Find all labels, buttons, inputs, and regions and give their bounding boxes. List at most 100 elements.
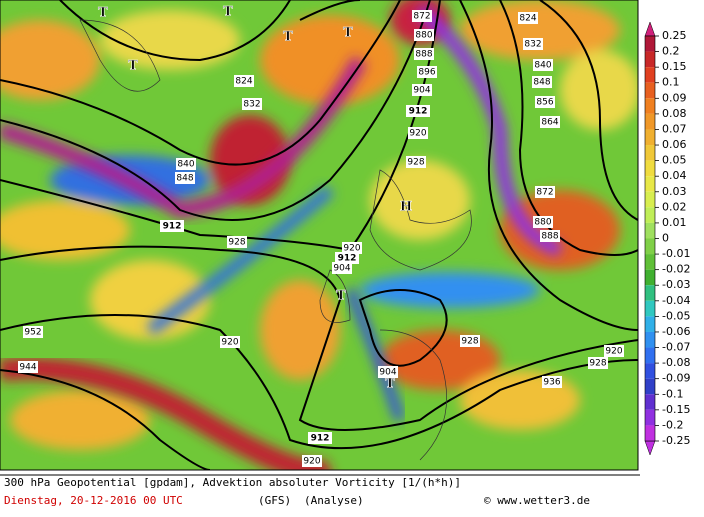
contour-label: 888: [415, 50, 432, 60]
contour-label: 864: [541, 118, 558, 128]
colorbar-swatch: [645, 176, 655, 192]
contour-label: 848: [176, 174, 193, 184]
contour-label: 824: [519, 14, 536, 24]
colorbar-label: -0.09: [662, 372, 690, 385]
colorbar-swatch: [645, 238, 655, 255]
contour-label-box: [160, 220, 184, 232]
colorbar-swatch: [645, 36, 655, 52]
colorbar-swatch: [645, 331, 655, 348]
contour-label: 912: [409, 107, 428, 117]
contour-label: 920: [303, 457, 320, 467]
contour-label-box: [302, 455, 322, 467]
colorbar-label: -0.15: [662, 403, 690, 416]
contour-label: 928: [589, 359, 606, 369]
map-field: 824 832 840 848 856 864 872 880 888 872 880 888 896 9…: [0, 0, 638, 470]
colorbar-swatch: [645, 191, 655, 208]
colorbar-swatch: [645, 300, 655, 317]
contour-label-box: [406, 105, 430, 117]
contour-label: 912: [311, 434, 330, 444]
contour-label: 920: [221, 338, 238, 348]
contour-label: 912: [338, 254, 357, 264]
contour-label: 912: [163, 222, 182, 232]
contour-label: 952: [24, 328, 41, 338]
contour-label: 840: [177, 160, 194, 170]
contour-label: 872: [536, 188, 553, 198]
pressure-marker: H: [400, 200, 412, 215]
contour-label-box: [533, 59, 553, 71]
colorbar-label: -0.07: [662, 341, 690, 354]
contour-label-box: [408, 127, 428, 139]
contour-label: 904: [379, 368, 396, 378]
pressure-marker: T: [128, 59, 138, 74]
contour-label: 904: [413, 86, 430, 96]
colorbar-label: -0.04: [662, 294, 690, 307]
colorbar-swatch: [645, 425, 655, 441]
colorbar-label: -0.2: [662, 418, 683, 431]
footer-run: (Analyse): [304, 494, 364, 507]
contour-label: 920: [605, 347, 622, 357]
contour-label-box: [532, 76, 552, 88]
coastlines: [79, 19, 472, 461]
footer-title: 300 hPa Geopotential [gpdam], Advektion …: [4, 476, 461, 489]
footer-date: Dienstag, 20-12-2016 00 UTC: [4, 494, 183, 507]
pressure-marker: T: [385, 377, 395, 392]
colorbar-swatch: [645, 207, 655, 223]
colorbar-label: 0.1: [662, 76, 680, 89]
colorbar-label: 0.03: [662, 185, 687, 198]
contours: [0, 0, 638, 470]
contour-label: 896: [418, 68, 435, 78]
colorbar-label: 0.2: [662, 45, 680, 58]
colorbar-swatch: [645, 82, 655, 99]
contour-label-box: [414, 48, 434, 60]
pressure-marker: T: [223, 5, 233, 20]
pressure-marker: T: [283, 30, 293, 45]
colorbar-label: 0.05: [662, 154, 687, 167]
colorbar-label: -0.05: [662, 309, 690, 322]
colorbar-label: -0.01: [662, 247, 690, 260]
colorbar-label: -0.08: [662, 356, 690, 369]
colorbar-swatch: [645, 316, 655, 332]
footer-model: (GFS): [258, 494, 291, 507]
colorbar-swatch: [645, 160, 655, 177]
colorbar-label: -0.25: [662, 434, 690, 447]
contour-label-box: [242, 98, 262, 110]
colorbar-swatch: [645, 222, 655, 239]
contour-label-box: [417, 66, 437, 78]
colorbar-label: 0.04: [662, 169, 687, 182]
colorbar-swatch: [645, 363, 655, 379]
contour-label-box: [378, 366, 398, 378]
colorbar-label: 0.07: [662, 122, 687, 135]
contour-label-box: [234, 75, 254, 87]
contour-label: 832: [243, 100, 260, 110]
contour-label-box: [542, 376, 562, 388]
colorbar-label: -0.1: [662, 387, 683, 400]
colorbar-swatch: [645, 347, 655, 364]
contour-label: 928: [407, 158, 424, 168]
contour-label-box: [460, 335, 480, 347]
contour-label-box: [220, 336, 240, 348]
colorbar-label: 0: [662, 232, 669, 245]
pressure-marker: T: [343, 26, 353, 41]
colorbar-label: 0.09: [662, 91, 687, 104]
contour-label: 880: [415, 31, 432, 41]
contour-label-box: [412, 84, 432, 96]
contour-label-box: [406, 156, 426, 168]
colorbar-swatch: [645, 67, 655, 83]
contour-label-box: [23, 326, 43, 338]
contour-label-box: [540, 116, 560, 128]
colorbar-arrow-top: [644, 21, 656, 37]
colorbar-swatch: [645, 254, 655, 270]
colorbar-swatch: [645, 51, 655, 68]
colorbar-swatch: [645, 269, 655, 286]
colorbar-swatch: [645, 378, 655, 395]
contour-label-box: [535, 96, 555, 108]
contour-label-box: [342, 242, 362, 254]
pressure-marker: T: [98, 6, 108, 21]
contour-label-box: [540, 230, 560, 242]
colorbar-swatch: [645, 409, 655, 426]
colorbar-label: -0.03: [662, 278, 690, 291]
contour-label: 848: [533, 78, 550, 88]
colorbar-swatch: [645, 98, 655, 114]
colorbar-label: 0.25: [662, 29, 687, 42]
colorbar-frame: [644, 35, 656, 442]
